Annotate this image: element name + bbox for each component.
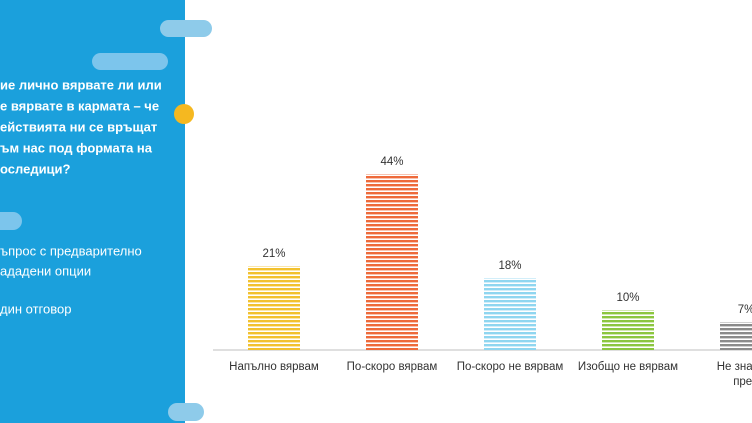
bar: [248, 266, 300, 350]
question-line: оследици?: [0, 161, 71, 176]
question-line: ие лично вярвате ли или: [0, 77, 162, 92]
category-label: Напълно вярвам: [229, 361, 319, 373]
decor-pill: [160, 20, 212, 37]
decor-pill: [0, 212, 22, 230]
note-line: ъпрос с предварително: [0, 243, 142, 258]
bar: [366, 174, 418, 350]
category-label: Не знам/ Нпрец: [717, 361, 752, 388]
bar: [484, 278, 536, 350]
category-label: По-скоро не вярвам: [457, 361, 564, 373]
note-line: ададени опции: [0, 263, 91, 278]
decor-pill: [92, 53, 168, 70]
side-panel: [0, 0, 185, 423]
question: ие лично вярвате ли или е вярвате в карма…: [0, 77, 162, 176]
notes: ъпрос с предварително ададени опции дин от…: [0, 243, 142, 316]
decor-dot: [174, 104, 194, 124]
value-label: 7%: [738, 304, 752, 316]
value-label: 18%: [498, 260, 521, 272]
question-line: е вярвате в кармата – че: [0, 98, 159, 113]
decor-pill: [168, 403, 204, 421]
value-label: 44%: [380, 156, 403, 168]
category-label: Изобщо не вярвам: [578, 361, 678, 373]
note-line: дин отговор: [0, 301, 71, 316]
question-line: ъм нас под формата на: [0, 140, 153, 155]
bar: [602, 310, 654, 350]
value-label: 21%: [262, 248, 285, 260]
value-label: 10%: [616, 292, 639, 304]
category-label: По-скоро вярвам: [347, 361, 438, 373]
bar: [720, 322, 752, 350]
question-line: ействията ни се връщат: [0, 119, 157, 134]
